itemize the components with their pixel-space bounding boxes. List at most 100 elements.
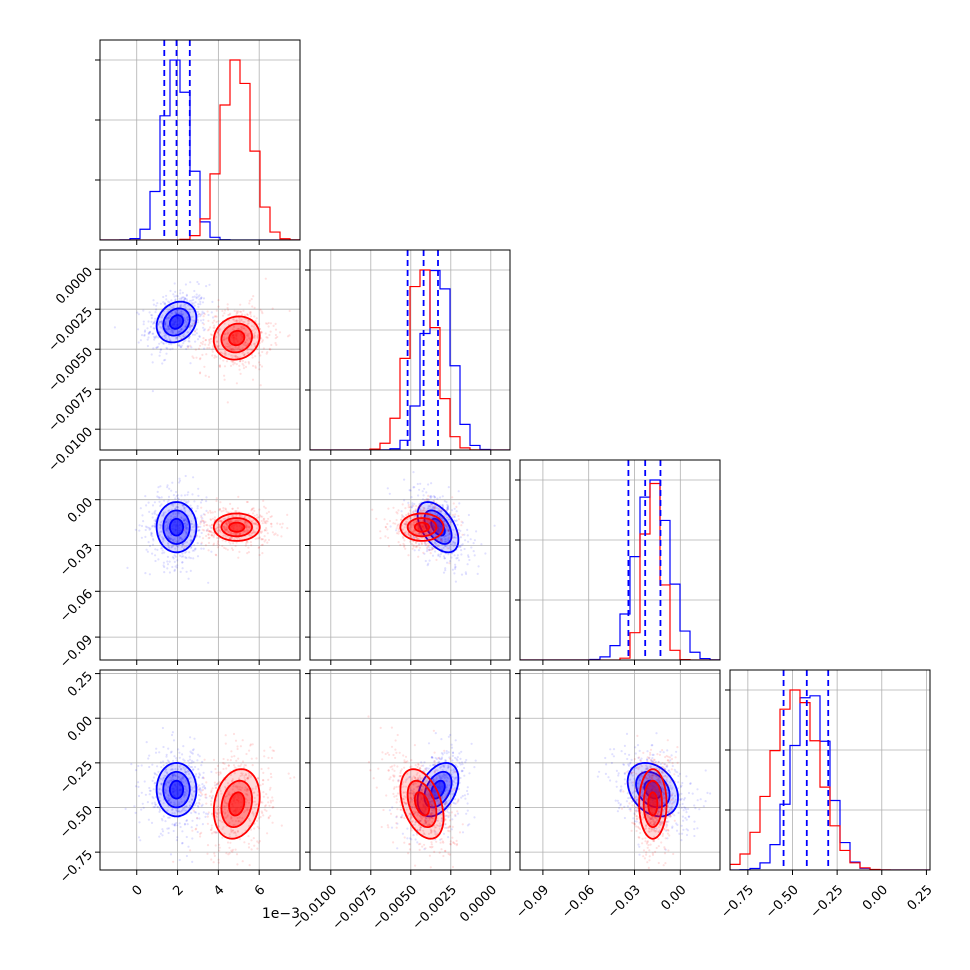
scatter-point: [155, 346, 158, 349]
scatter-point: [207, 541, 211, 545]
scatter-point: [424, 532, 427, 535]
scatter-point: [236, 747, 239, 751]
scatter-point: [137, 794, 141, 798]
scatter-point: [185, 294, 188, 297]
scatter-point: [434, 507, 437, 510]
scatter-point: [238, 838, 241, 841]
scatter-point: [222, 339, 225, 342]
scatter-point: [451, 513, 455, 517]
scatter-point: [436, 513, 439, 517]
scatter-point: [184, 526, 187, 529]
scatter-point: [228, 537, 231, 540]
scatter-point: [246, 793, 249, 796]
scatter-point: [239, 359, 242, 362]
scatter-point: [261, 515, 264, 518]
scatter-point: [446, 519, 449, 522]
scatter-point: [250, 839, 253, 842]
scatter-point: [265, 512, 268, 515]
scatter-point: [160, 321, 163, 324]
scatter-point: [241, 860, 244, 863]
scatter-point: [422, 506, 425, 509]
scatter-point: [430, 548, 433, 552]
scatter-point: [231, 848, 235, 852]
scatter-point: [289, 777, 292, 780]
scatter-point: [429, 494, 432, 498]
scatter-point: [203, 513, 206, 516]
scatter-point: [264, 332, 267, 335]
scatter-point: [262, 795, 265, 798]
scatter-point: [272, 324, 275, 327]
scatter-point: [433, 770, 436, 773]
scatter-point: [224, 734, 227, 737]
scatter-point: [178, 756, 181, 759]
scatter-point: [174, 824, 177, 827]
scatter-point: [235, 319, 238, 323]
scatter-point: [202, 323, 205, 326]
scatter-point: [452, 544, 455, 548]
scatter-point: [247, 817, 251, 821]
scatter-point: [230, 520, 233, 524]
scatter-point: [209, 333, 212, 336]
scatter-point: [243, 327, 246, 330]
scatter-point: [246, 788, 249, 791]
scatter-point: [168, 779, 171, 782]
scatter-point: [448, 518, 451, 521]
scatter-point: [167, 522, 170, 525]
scatter-point: [153, 336, 156, 339]
scatter-point: [160, 782, 163, 785]
scatter-point: [454, 813, 457, 816]
scatter-point: [221, 309, 224, 313]
scatter-point: [229, 312, 232, 315]
scatter-point: [226, 548, 229, 551]
scatter-point: [208, 340, 211, 343]
scatter-point: [267, 538, 271, 542]
scatter-point: [166, 567, 169, 570]
scatter-point: [227, 313, 230, 317]
scatter-point: [183, 791, 186, 794]
scatter-point: [433, 507, 436, 510]
scatter-point: [246, 799, 249, 802]
scatter-point: [167, 325, 170, 328]
scatter-point: [432, 495, 436, 498]
scatter-point: [238, 317, 241, 320]
scatter-point: [207, 533, 210, 536]
scatter-point: [437, 756, 440, 760]
scatter-point: [243, 530, 246, 534]
scatter-point: [185, 541, 189, 544]
scatter-point: [254, 320, 257, 323]
scatter-point: [431, 547, 434, 551]
scatter-point: [408, 848, 411, 851]
scatter-point: [401, 528, 404, 531]
scatter-point: [191, 819, 194, 822]
scatter-point: [458, 752, 461, 755]
scatter-point: [200, 541, 203, 544]
scatter-point: [434, 763, 437, 766]
scatter-point: [160, 320, 163, 323]
scatter-point: [266, 832, 269, 835]
contour-0-0: [169, 517, 185, 537]
scatter-point: [150, 316, 153, 320]
scatter-point: [465, 758, 468, 762]
scatter-point: [451, 543, 454, 546]
scatter-point: [261, 552, 264, 555]
scatter-point: [444, 814, 448, 817]
scatter-point: [216, 815, 219, 819]
scatter-point: [177, 809, 180, 813]
scatter-point: [442, 508, 445, 512]
scatter-point: [191, 829, 194, 832]
scatter-point: [217, 808, 220, 811]
scatter-point: [436, 538, 439, 541]
scatter-point: [171, 774, 174, 777]
scatter-point: [445, 540, 448, 543]
scatter-point: [154, 803, 157, 806]
scatter-point: [212, 536, 215, 539]
scatter-point: [474, 759, 477, 762]
scatter-point: [170, 545, 174, 548]
panel-frame: [729, 669, 931, 871]
scatter-point: [191, 795, 194, 798]
scatter-point: [143, 334, 146, 337]
scatter-point: [466, 802, 469, 805]
scatter-point: [448, 805, 451, 809]
scatter-point: [180, 338, 183, 341]
scatter-point: [166, 799, 170, 802]
